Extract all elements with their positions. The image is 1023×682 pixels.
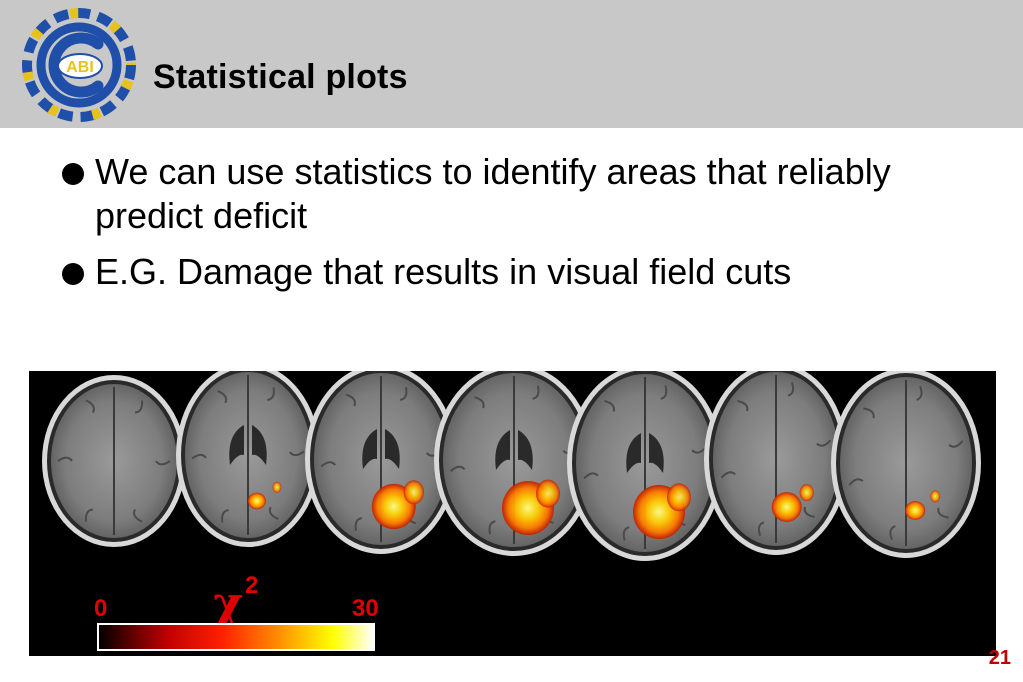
brain-slice <box>305 371 457 554</box>
activation-blob <box>905 501 926 520</box>
brain-slice <box>42 375 186 547</box>
bullet-text: We can use statistics to identify areas … <box>95 151 891 236</box>
bullet-list: We can use statistics to identify areas … <box>62 150 962 306</box>
bullet-dot-icon <box>62 163 84 185</box>
colorbar-symbol: χ <box>213 576 243 630</box>
bullet-dot-icon <box>62 263 84 285</box>
brain-slice <box>176 371 320 547</box>
brain-slice <box>567 371 723 561</box>
slide-title: Statistical plots <box>153 58 408 96</box>
bullet-item: We can use statistics to identify areas … <box>62 150 962 238</box>
brain-slices-figure: 0 30 χ 2 <box>29 371 996 656</box>
brain-slices-svg: 0 30 χ 2 <box>42 371 981 651</box>
colorbar <box>97 623 375 651</box>
bullet-text: E.G. Damage that results in visual field… <box>95 251 792 292</box>
activation-blob <box>247 492 266 510</box>
cabi-logo: ABI <box>22 8 136 122</box>
colorbar-superscript: 2 <box>245 572 258 599</box>
bullet-item: E.G. Damage that results in visual field… <box>62 250 962 294</box>
activation-blob <box>771 492 802 522</box>
page-number: 21 <box>988 647 1011 669</box>
brain-slice <box>434 371 594 556</box>
logo-text: ABI <box>66 59 94 76</box>
brain-slice <box>831 371 981 558</box>
slide-header: ABI Statistical plots <box>0 0 1023 128</box>
colorbar-min-label: 0 <box>94 595 107 622</box>
colorbar-max-label: 30 <box>352 595 379 622</box>
brain-slice <box>704 371 848 555</box>
